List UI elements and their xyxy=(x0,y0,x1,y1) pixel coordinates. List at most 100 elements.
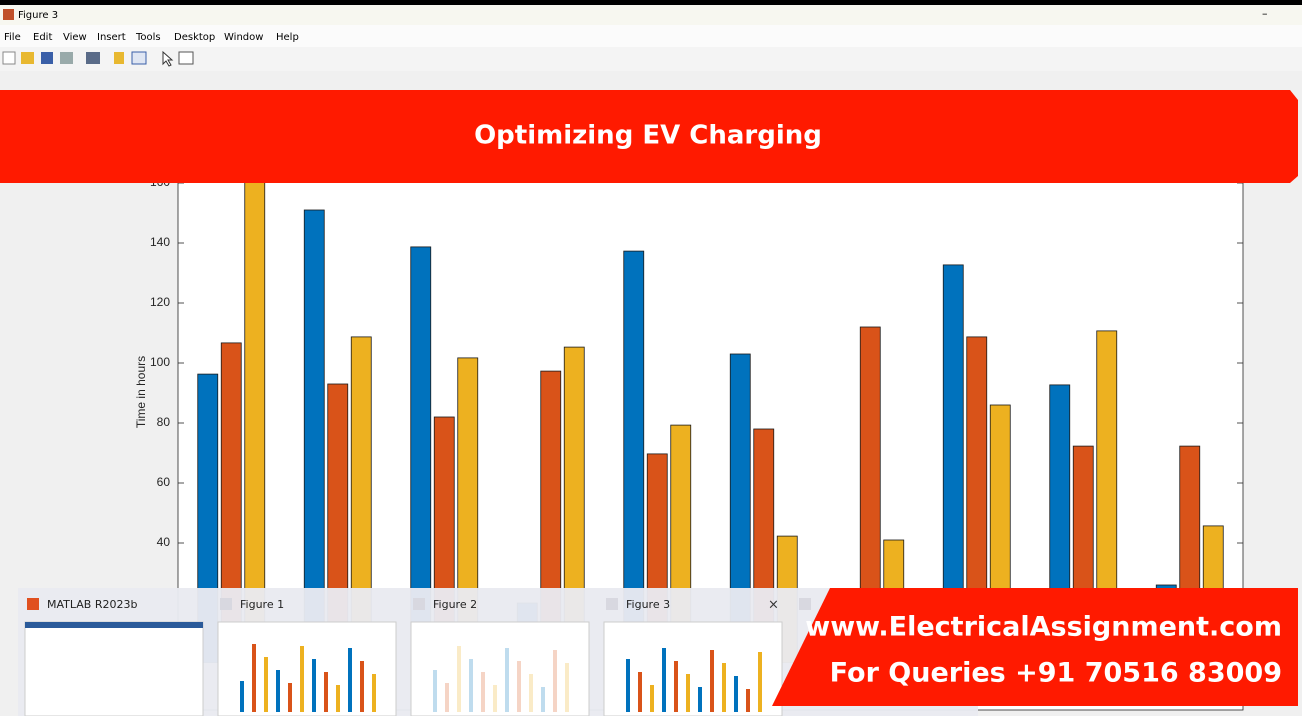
menu-item[interactable]: Desktop xyxy=(174,32,215,43)
title-bar xyxy=(0,5,1302,25)
bar xyxy=(457,357,479,663)
menu: File Edit View Insert Tools Desktop Window Help xyxy=(4,32,299,43)
thumbnail-bar xyxy=(372,674,376,712)
thumbnail-bar xyxy=(360,661,364,712)
promo-website: www.ElectricalAssignment.com xyxy=(805,612,1282,643)
link-icon[interactable] xyxy=(86,52,100,64)
thumbnail-bar xyxy=(445,683,449,712)
window-thumbnail[interactable] xyxy=(24,621,204,716)
bar xyxy=(563,346,585,663)
thumbnail-bar xyxy=(529,674,533,712)
thumbnail-bar xyxy=(662,648,666,712)
taskbar-item-title[interactable]: Figure 3 xyxy=(626,598,670,611)
save-icon[interactable] xyxy=(41,52,53,64)
window-icon xyxy=(413,598,425,610)
thumbnail-bar xyxy=(626,659,630,712)
taskbar-item-title[interactable]: Figure 2 xyxy=(433,598,477,611)
menu-bar xyxy=(0,25,1302,47)
y-tick-label: 40 xyxy=(157,535,171,549)
thumbnail-bar xyxy=(541,687,545,712)
y-axis-label: Time in hours xyxy=(134,356,148,428)
thumbnail-bar xyxy=(300,646,304,712)
y-tick-label: 60 xyxy=(157,475,171,489)
menu-item[interactable]: File xyxy=(4,32,21,43)
taskbar-items: MATLAB R2023b Figure 1 Figure 2 Figure 3 × xyxy=(24,598,811,716)
new-icon[interactable] xyxy=(2,51,16,65)
window-thumbnail[interactable] xyxy=(217,621,397,716)
thumbnail-bar xyxy=(517,661,521,712)
window-icon xyxy=(606,598,618,610)
menu-item[interactable]: Tools xyxy=(135,32,161,43)
pointer-icon[interactable] xyxy=(162,50,174,67)
window-thumbnail[interactable] xyxy=(603,621,783,716)
minimize-button[interactable]: – xyxy=(1262,7,1268,20)
bar xyxy=(942,264,964,663)
bar xyxy=(303,209,325,663)
thumbnail-bar xyxy=(240,681,244,712)
menu-item[interactable]: Window xyxy=(224,32,263,43)
title-banner xyxy=(0,90,1298,183)
thumbnail-bar xyxy=(758,652,762,712)
menu-item[interactable]: Edit xyxy=(33,32,52,43)
bar xyxy=(220,342,242,663)
thumbnail-bar xyxy=(336,685,340,712)
app-icon xyxy=(3,9,14,20)
window-title: Figure 3 xyxy=(18,10,58,21)
thumbnail-bar xyxy=(457,646,461,712)
y-tick-label: 80 xyxy=(157,415,171,429)
thumbnail-bar xyxy=(493,685,497,712)
window-icon xyxy=(220,598,232,610)
taskbar-item-title[interactable]: MATLAB R2023b xyxy=(47,598,137,611)
window-thumbnail[interactable] xyxy=(410,621,590,716)
property-icon[interactable] xyxy=(178,51,194,65)
thumbnail-bar xyxy=(710,650,714,712)
window-icon xyxy=(27,598,39,610)
bar xyxy=(410,246,432,663)
bar xyxy=(350,336,372,663)
promo-banner xyxy=(772,588,1298,706)
bar xyxy=(244,183,266,663)
y-tick-label: 140 xyxy=(150,235,170,249)
promo-phone: For Queries +91 70516 83009 xyxy=(830,658,1282,689)
close-button[interactable]: × xyxy=(768,598,779,613)
thumbnail-bar xyxy=(288,683,292,712)
menu-item[interactable]: View xyxy=(63,32,87,43)
banner-title: Optimizing EV Charging xyxy=(474,121,822,151)
thumbnail-bar xyxy=(698,687,702,712)
thumbnail-bar xyxy=(252,644,256,712)
thumbnail-bar xyxy=(481,672,485,712)
toolbar xyxy=(0,47,1302,71)
menu-item[interactable]: Insert xyxy=(97,32,126,43)
colorbar-icon[interactable] xyxy=(114,52,124,64)
open-icon[interactable] xyxy=(21,52,34,64)
thumbnail-bar xyxy=(553,650,557,712)
thumbnail-bar xyxy=(264,657,268,712)
y-tick-label: 120 xyxy=(150,295,170,309)
print-icon[interactable] xyxy=(60,52,73,64)
y-tick-label: 100 xyxy=(150,355,170,369)
thumbnail-bar xyxy=(276,670,280,712)
toolbar-icons xyxy=(2,50,194,67)
thumbnail-bar xyxy=(348,648,352,712)
bar xyxy=(1096,330,1118,663)
thumbnail-bar xyxy=(433,670,437,712)
thumbnail-bar xyxy=(469,659,473,712)
taskbar-item-title[interactable]: Figure 1 xyxy=(240,598,284,611)
thumbnail-bar xyxy=(565,663,569,712)
thumbnail-bar xyxy=(674,661,678,712)
thumbnail-bar xyxy=(638,672,642,712)
bar xyxy=(729,353,751,663)
menu-item[interactable]: Help xyxy=(276,32,299,43)
legend-icon[interactable] xyxy=(131,51,147,65)
thumbnail-header xyxy=(25,622,203,628)
window-icon xyxy=(799,598,811,610)
thumbnail-bar xyxy=(734,676,738,712)
thumbnail-bar xyxy=(746,689,750,712)
top-strip xyxy=(0,0,1302,5)
thumbnail-bar xyxy=(686,674,690,712)
thumbnail-bar xyxy=(505,648,509,712)
bar xyxy=(859,326,881,663)
thumbnail-bar xyxy=(324,672,328,712)
